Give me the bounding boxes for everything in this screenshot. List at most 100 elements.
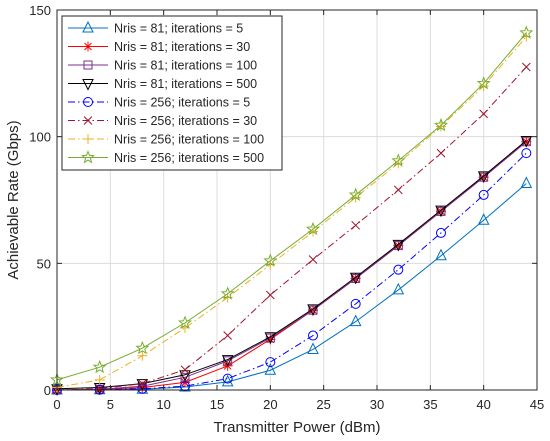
data-point (83, 60, 93, 70)
data-point (137, 382, 148, 393)
x-tick-label: 15 (210, 397, 224, 412)
data-point (436, 121, 446, 132)
data-point (477, 171, 490, 184)
data-point (264, 332, 277, 344)
series-line (56, 140, 527, 390)
data-point (83, 97, 93, 107)
legend-entry-6: Nris = 256; iterations = 30 (68, 114, 257, 128)
legend-entry-8: Nris = 256; iterations = 500 (68, 150, 264, 165)
data-point (82, 79, 94, 91)
data-point (521, 62, 531, 72)
series-line (56, 152, 527, 391)
x-tick-label: 35 (423, 397, 437, 412)
series-line (56, 141, 527, 391)
data-point (307, 342, 319, 354)
series-line (56, 141, 527, 391)
data-point (436, 227, 446, 238)
data-point (521, 148, 532, 159)
data-point (349, 272, 362, 285)
x-tick-label: 25 (316, 397, 330, 412)
x-tick-label: 30 (370, 397, 384, 412)
data-point (307, 304, 319, 317)
x-axis-title: Transmitter Power (dBm) (214, 419, 381, 436)
legend-label: Nris = 256; iterations = 500 (114, 151, 264, 165)
data-point (180, 377, 190, 388)
data-point (179, 370, 191, 382)
legend: Nris = 81; iterations = 5 Nris = 81; iter… (61, 15, 283, 171)
x-tick-label: 40 (476, 397, 490, 412)
data-point (391, 153, 406, 167)
data-point (436, 148, 446, 158)
data-point (137, 379, 147, 389)
data-point (393, 185, 403, 195)
legend-entry-7: Nris = 256; iterations = 100 (68, 133, 264, 147)
data-point (95, 384, 105, 394)
x-tick-label: 0 (53, 397, 60, 412)
data-point (265, 334, 276, 345)
series-line (56, 32, 527, 381)
legend-label: Nris = 81; iterations = 30 (114, 40, 250, 54)
data-point (265, 357, 276, 368)
data-point (180, 381, 190, 392)
legend-label: Nris = 81; iterations = 5 (114, 22, 243, 36)
x-tick-label: 45 (530, 397, 544, 412)
data-point (221, 374, 234, 387)
data-point (308, 255, 318, 264)
data-point (83, 134, 93, 144)
y-tick-label: 150 (29, 3, 51, 18)
y-tick-label: 50 (37, 256, 51, 271)
data-point (264, 363, 277, 375)
legend-label: Nris = 81; iterations = 100 (114, 59, 257, 73)
data-point (392, 282, 405, 295)
legend-label: Nris = 256; iterations = 100 (114, 133, 264, 147)
legend-entry-3: Nris = 81; iterations = 100 (68, 59, 257, 73)
legend-label: Nris = 256; iterations = 5 (114, 96, 250, 110)
x-tick-label: 5 (107, 397, 114, 412)
x-tick-label: 20 (263, 397, 277, 412)
data-point (348, 187, 363, 201)
data-point (520, 176, 533, 189)
legend-entry-5: Nris = 256; iterations = 5 (68, 96, 250, 110)
data-point (220, 286, 235, 300)
data-point (478, 189, 489, 200)
data-point (80, 150, 96, 164)
series-8 (49, 25, 534, 386)
legend-entry-1: Nris = 81; iterations = 5 (68, 20, 243, 36)
data-point (521, 136, 532, 147)
data-point (392, 239, 405, 252)
series-line (56, 183, 527, 391)
data-point (477, 213, 490, 225)
data-point (221, 355, 234, 367)
series-5 (52, 148, 532, 395)
data-point (351, 220, 361, 230)
y-tick-label: 100 (29, 130, 51, 145)
data-point (83, 116, 93, 125)
data-point (83, 41, 93, 52)
data-point (349, 314, 362, 327)
data-point (350, 298, 361, 309)
data-point (433, 117, 449, 132)
data-point (82, 20, 94, 33)
data-point (435, 205, 447, 218)
data-point (476, 76, 491, 90)
data-point (94, 374, 105, 385)
data-point (308, 330, 318, 341)
legend-label: Nris = 81; iterations = 500 (114, 77, 257, 91)
x-tick-label: 10 (156, 397, 170, 412)
series-line (56, 66, 527, 391)
data-point (435, 248, 447, 261)
series-layer (49, 25, 534, 396)
legend-entry-4: Nris = 81; iterations = 500 (68, 77, 257, 91)
data-point (305, 221, 321, 236)
data-point (393, 264, 404, 275)
data-point (180, 365, 190, 375)
data-point (519, 25, 534, 39)
data-point (479, 109, 489, 119)
legend-label: Nris = 256; iterations = 30 (114, 114, 257, 128)
data-point (520, 135, 533, 148)
y-axis-title: Achievable Rate (Gbps) (5, 120, 22, 279)
plot-frame (56, 9, 538, 391)
data-point (223, 331, 233, 340)
data-point (177, 315, 193, 329)
